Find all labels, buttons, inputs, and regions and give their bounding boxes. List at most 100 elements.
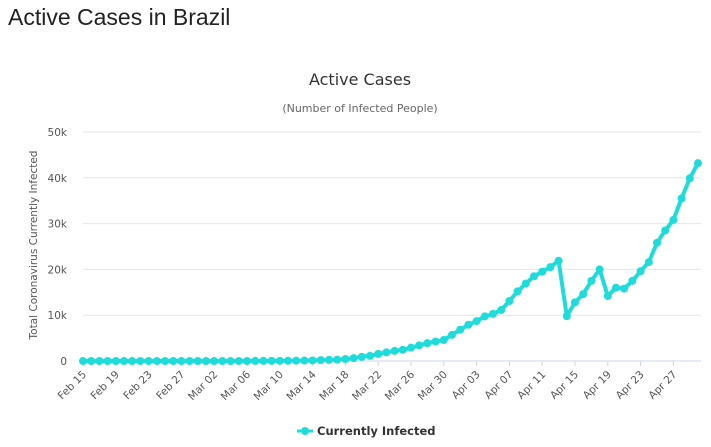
data-point [333,355,342,364]
data-point [259,356,268,365]
y-tick-label: 10k [48,310,68,322]
x-tick-label: Feb 23 [121,369,154,402]
x-tick-label: Apr 19 [581,369,614,402]
data-point [628,276,637,285]
data-point [423,339,432,348]
data-point [439,336,448,345]
x-tick-label: Mar 10 [252,369,286,403]
data-point [202,356,210,365]
data-point [546,263,555,272]
x-tick-label: Apr 27 [646,369,679,402]
data-point [571,298,579,307]
data-point [79,357,87,365]
x-tick-label: Mar 14 [284,368,319,403]
data-point [456,325,465,334]
series-line [81,161,700,363]
x-tick-label: Apr 11 [515,369,548,402]
y-tick-labels: 0 10k 20k 30k 40k 50k [48,127,68,368]
data-point [325,355,333,364]
data-point [251,356,260,365]
x-tick-label: Apr 23 [614,369,647,402]
data-point [292,356,301,365]
chart-subtitle: (Number of Infected People) [282,102,437,115]
data-point [275,356,284,365]
x-tick-label: Feb 19 [88,369,121,402]
legend-label: Currently Infected [317,424,436,438]
data-point [218,356,227,365]
data-point [193,356,202,365]
data-point [562,312,571,321]
data-point [349,354,358,363]
data-point [480,312,489,321]
data-point [234,356,243,365]
data-point [185,356,194,365]
data-point [284,356,292,365]
data-point [644,258,653,267]
data-point [464,320,473,329]
data-point [144,357,153,365]
data-point [407,343,415,352]
data-point [226,356,235,365]
data-point [587,276,596,285]
data-point [382,348,391,357]
data-point [554,256,563,265]
y-axis-label: Total Coronavirus Currently Infected [28,151,40,341]
data-point [95,357,104,365]
data-point [497,306,506,315]
data-point [521,279,530,288]
data-point [505,297,514,306]
data-point [136,357,145,365]
y-tick-label: 20k [48,264,68,276]
data-point [694,159,702,168]
data-point [120,357,128,365]
x-tick-label: Mar 26 [383,368,418,403]
data-point [177,356,186,365]
data-point [513,287,522,296]
x-tick-label: Apr 03 [450,369,483,402]
data-point [357,352,366,361]
data-point [128,357,137,365]
data-point [653,238,661,247]
x-tick-label: Feb 27 [154,369,187,402]
data-point [579,290,588,299]
data-point [620,284,629,293]
data-point [415,341,424,350]
data-point [612,283,620,292]
data-point [161,357,169,365]
x-tick-label: Mar 22 [350,369,384,403]
data-point [530,272,538,281]
data-point [603,291,612,300]
data-point [398,345,407,354]
data-point [316,356,325,365]
x-tick-label: Mar 18 [317,369,351,403]
page-title: Active Cases in Brazil [8,4,231,30]
data-point [489,309,497,318]
data-point [300,356,309,365]
data-point [111,357,120,365]
x-tick-label: Apr 07 [482,369,515,402]
data-point [472,317,481,326]
data-point [685,174,694,183]
data-point [243,356,251,365]
data-point [169,356,178,365]
y-tick-label: 40k [48,173,68,185]
chart-title: Active Cases [309,70,411,89]
data-point [152,357,161,365]
data-point [210,356,219,365]
y-tick-label: 50k [48,127,68,139]
data-point [595,265,604,274]
data-point [538,267,547,276]
legend[interactable]: Currently Infected [297,424,436,438]
data-point [661,226,670,235]
data-point [366,351,374,360]
x-tick-label: Apr 15 [548,369,581,402]
y-tick-label: 0 [60,356,67,368]
data-point [341,355,350,364]
legend-marker-icon [301,427,309,435]
x-tick-label: Mar 02 [186,369,220,403]
data-point [636,267,645,276]
data-point [677,194,686,203]
x-tick-label: Mar 30 [416,369,450,403]
data-point [374,349,383,358]
